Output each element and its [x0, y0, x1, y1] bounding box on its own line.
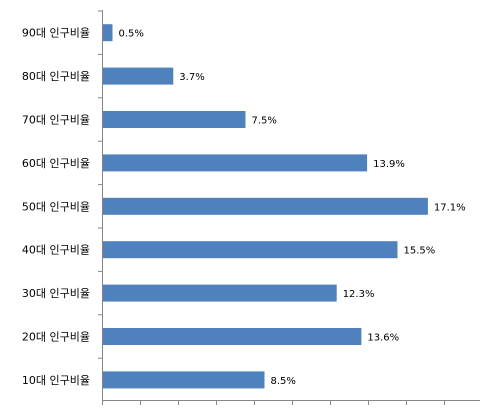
data-label: 15.5% [404, 246, 436, 257]
category-label: 20대 인구비율 [22, 331, 90, 344]
category-label: 10대 인구비율 [22, 374, 90, 387]
category-label: 30대 인구비율 [22, 287, 90, 300]
value-labels-group: 0.5% 3.7% 7.5% 13.9% 17.1% 15.5% 12.3% 13.6% 8.5… [119, 29, 466, 387]
bar [103, 371, 265, 389]
data-label: 8.5% [271, 376, 296, 387]
bars-group [103, 24, 428, 389]
category-label: 90대 인구비율 [22, 27, 90, 40]
category-label: 40대 인구비율 [22, 244, 90, 257]
bar [103, 328, 362, 345]
data-label: 7.5% [252, 116, 277, 127]
bar [103, 67, 174, 85]
data-label: 3.7% [179, 72, 204, 83]
data-label: 0.5% [119, 29, 144, 40]
bar [103, 24, 113, 42]
category-label: 50대 인구비율 [22, 200, 90, 213]
data-label: 17.1% [434, 202, 466, 213]
data-label: 12.3% [343, 289, 375, 300]
data-label: 13.6% [367, 333, 399, 344]
bar [103, 284, 337, 302]
bar [103, 154, 368, 172]
category-label: 70대 인구비율 [22, 114, 90, 127]
category-labels-group: 90대 인구비율 80대 인구비율 70대 인구비율 60대 인구비율 50대 인구비율… [22, 27, 90, 387]
x-axis-ticks [98, 10, 445, 405]
bar [103, 241, 398, 259]
bar [103, 197, 428, 215]
category-label: 60대 인구비율 [22, 157, 90, 170]
data-label: 13.9% [373, 159, 405, 170]
bar [103, 111, 246, 128]
category-label: 80대 인구비율 [22, 70, 90, 83]
